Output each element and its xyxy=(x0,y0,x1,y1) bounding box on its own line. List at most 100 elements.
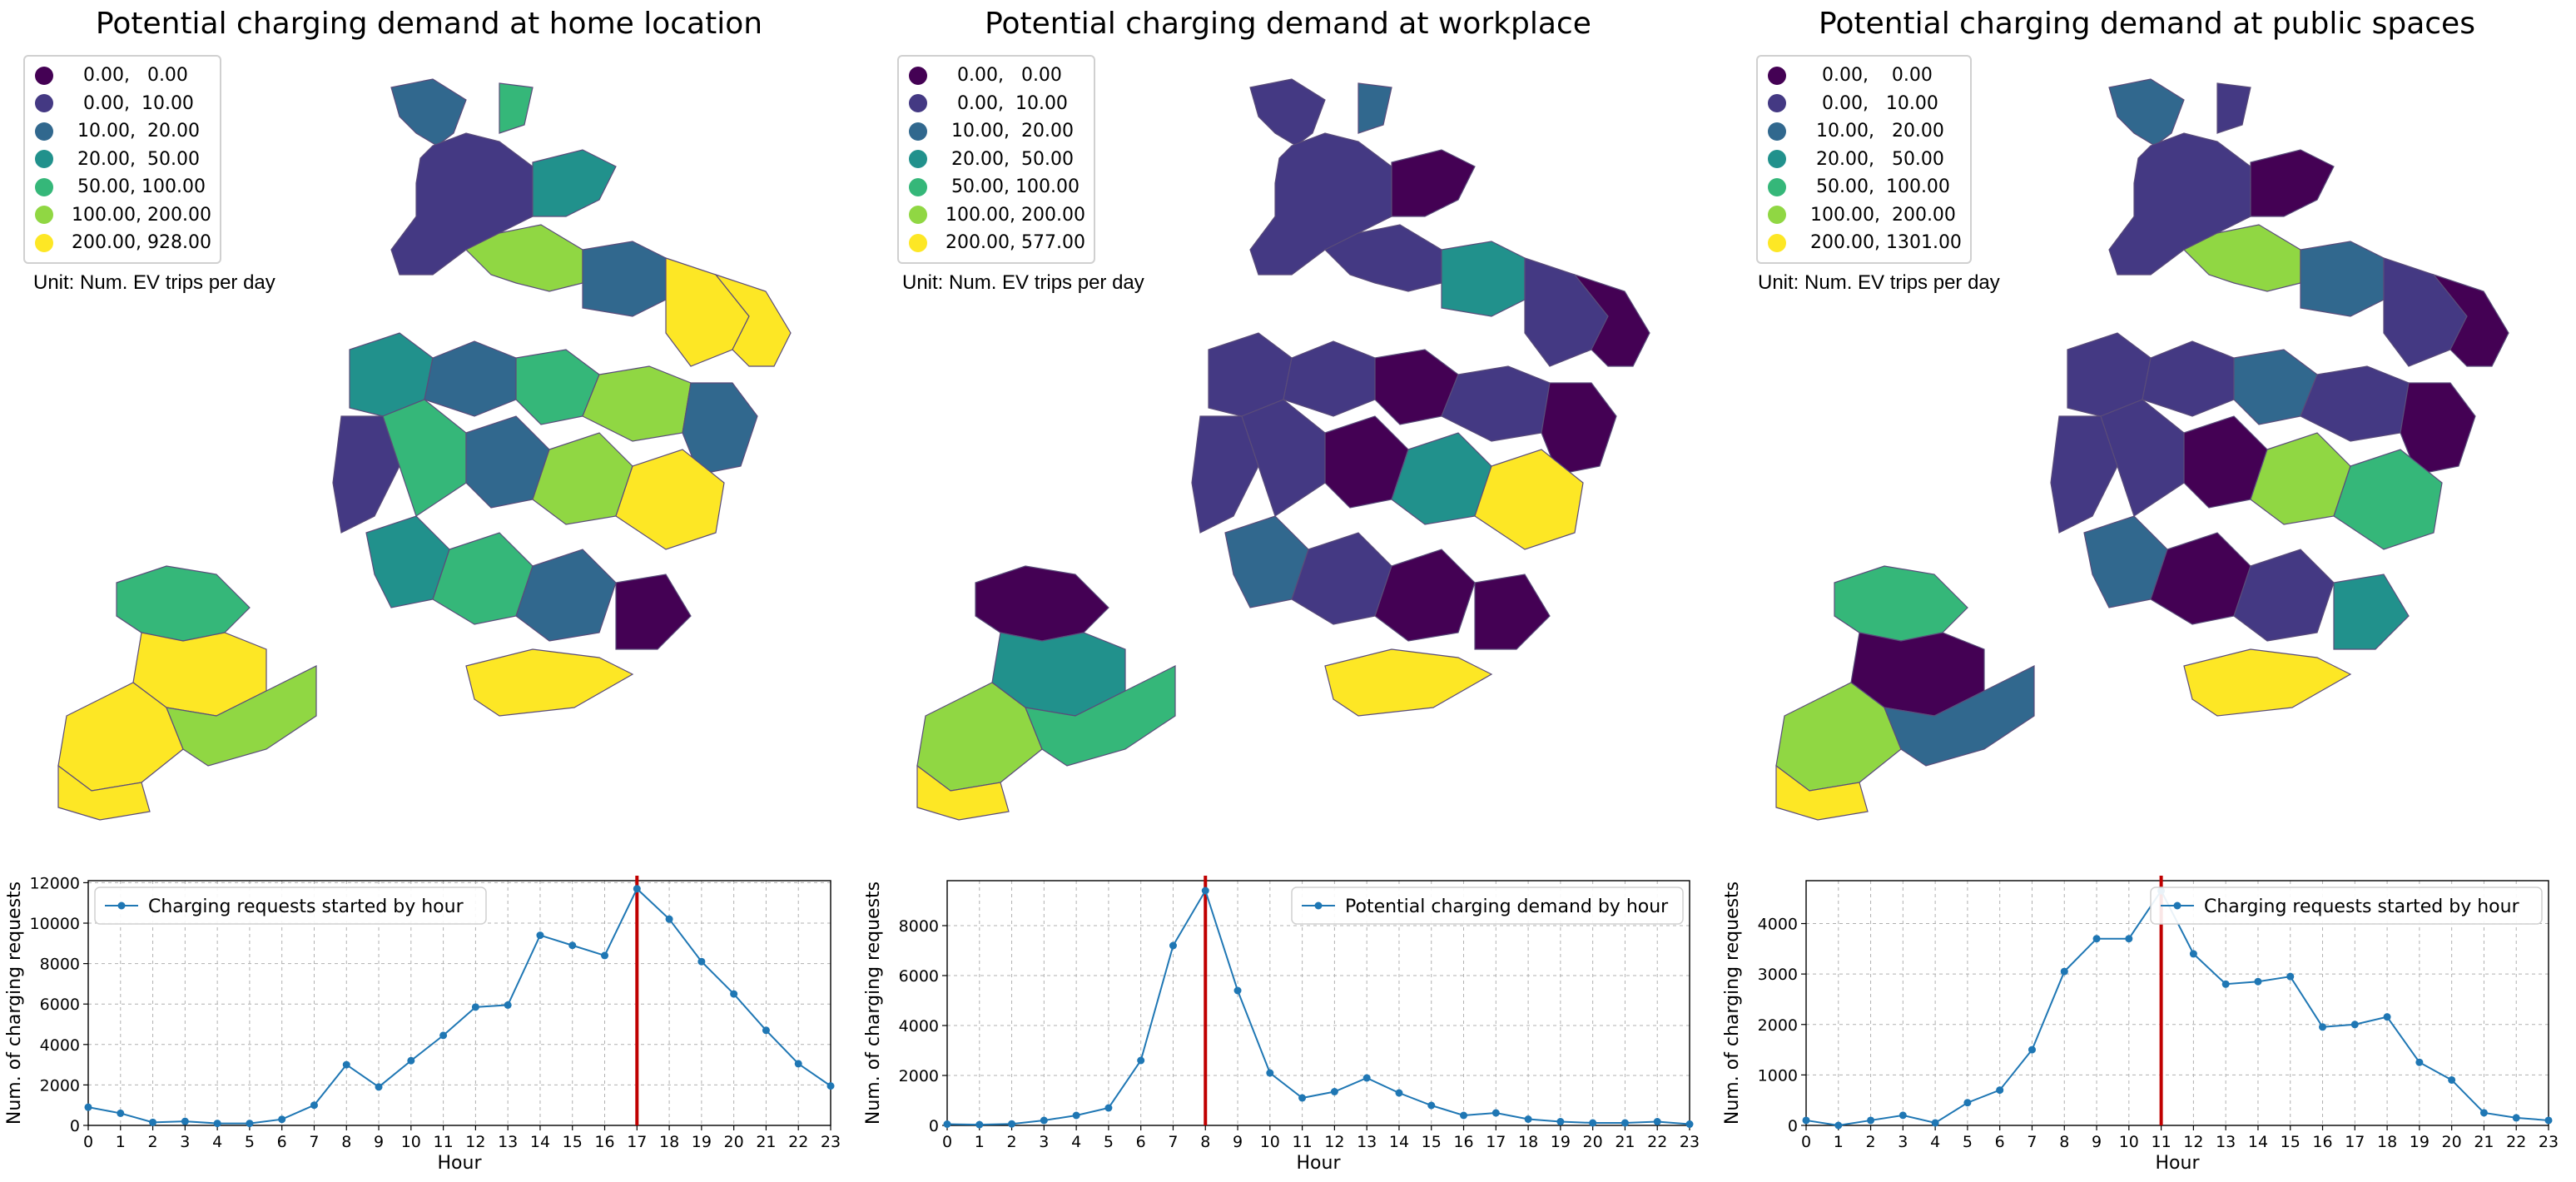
y-tick-label: 0 xyxy=(70,1117,80,1135)
legend-label: 100.00, 200.00 xyxy=(1804,204,1956,226)
data-point xyxy=(2319,1023,2327,1031)
map-region xyxy=(615,449,725,550)
data-point xyxy=(1867,1116,1875,1125)
data-point xyxy=(1233,986,1242,995)
legend-series-label: Potential charging demand by hour xyxy=(1345,896,1669,917)
map-region xyxy=(2300,365,2410,442)
map-region xyxy=(2432,273,2509,367)
data-point xyxy=(794,1060,802,1068)
legend-swatch xyxy=(909,233,927,252)
map-region xyxy=(582,365,692,442)
data-point xyxy=(1008,1120,1016,1128)
x-tick-label: 8 xyxy=(2059,1133,2069,1151)
x-tick-label: 5 xyxy=(245,1133,255,1151)
map-region xyxy=(116,565,251,642)
map-region xyxy=(615,574,692,650)
legend-label: 200.00, 928.00 xyxy=(72,232,211,254)
legend-item: 50.00, 100.00 xyxy=(35,173,211,201)
data-point xyxy=(2125,935,2133,943)
legend-label: 200.00, 577.00 xyxy=(946,232,1085,254)
legend-label: 100.00, 200.00 xyxy=(946,204,1085,226)
data-point xyxy=(1266,1069,1274,1077)
y-tick-label: 8000 xyxy=(40,956,80,974)
legend-swatch xyxy=(909,206,927,225)
y-tick-label: 10000 xyxy=(30,915,80,933)
data-point xyxy=(1802,1116,1810,1125)
map-region xyxy=(1249,78,1326,147)
legend-swatch xyxy=(909,177,927,196)
legend-swatch xyxy=(1768,122,1786,141)
legend-label: 0.00, 0.00 xyxy=(1804,65,1933,87)
data-point xyxy=(2415,1058,2424,1066)
data-point xyxy=(1898,1111,1907,1120)
chart-legend xyxy=(94,886,487,925)
x-tick-label: 23 xyxy=(2539,1133,2559,1151)
map-region xyxy=(1474,449,1584,550)
data-point xyxy=(697,957,706,966)
legend-item: 20.00, 50.00 xyxy=(909,146,1085,174)
x-tick-label: 20 xyxy=(1583,1133,1603,1151)
map-region xyxy=(1357,82,1392,134)
map-region xyxy=(682,382,758,475)
x-tick-label: 0 xyxy=(83,1133,93,1151)
y-tick-label: 4000 xyxy=(899,1017,939,1035)
legend-label: 0.00, 0.00 xyxy=(946,65,1062,87)
choropleth-map xyxy=(57,78,792,821)
map-region xyxy=(1541,382,1617,475)
x-tick-label: 16 xyxy=(594,1133,614,1151)
legend-item: 100.00, 200.00 xyxy=(909,201,1085,230)
map-region xyxy=(1249,132,1392,276)
y-tick-label: 6000 xyxy=(40,996,80,1014)
data-point xyxy=(149,1118,157,1126)
data-point xyxy=(1169,941,1177,950)
x-axis-label: Hour xyxy=(1297,1153,1342,1174)
y-tick-label: 2000 xyxy=(899,1067,939,1085)
x-axis-label: Hour xyxy=(438,1153,483,1174)
data-point xyxy=(1589,1119,1597,1127)
x-tick-label: 18 xyxy=(659,1133,679,1151)
x-tick-label: 12 xyxy=(1324,1133,1344,1151)
data-point xyxy=(601,951,609,960)
data-point xyxy=(2479,1109,2488,1117)
map-title: Potential charging demand at public spac… xyxy=(1819,7,2475,41)
legend-swatch xyxy=(1768,94,1786,113)
data-point xyxy=(117,1109,125,1117)
legend-swatch xyxy=(909,122,927,141)
x-tick-label: 16 xyxy=(2312,1133,2332,1151)
data-point xyxy=(84,1103,92,1111)
choropleth-map xyxy=(1775,78,2509,821)
map-region xyxy=(465,648,634,717)
legend-item: 100.00, 200.00 xyxy=(1768,201,1962,230)
data-point xyxy=(943,1120,951,1128)
y-axis-label: Num. of charging requests xyxy=(4,882,25,1125)
x-tick-label: 12 xyxy=(2183,1133,2203,1151)
data-point xyxy=(1524,1115,1532,1123)
y-tick-label: 1000 xyxy=(1758,1066,1798,1085)
legend-swatch xyxy=(909,94,927,113)
map-region xyxy=(2233,549,2335,642)
data-point xyxy=(2060,967,2068,976)
hourly-line-chart: 0 1 2 3 4 5 6 7 8 9 10 11 12 13 14 15 16 17 18 19 20 21 22 2301… xyxy=(1722,876,2559,1174)
panel-home: Potential charging demand at home locati… xyxy=(0,0,858,1182)
legend-marker xyxy=(1314,901,1323,910)
data-point xyxy=(471,1003,479,1011)
x-tick-label: 0 xyxy=(1801,1133,1811,1151)
x-tick-label: 23 xyxy=(821,1133,841,1151)
y-tick-label: 4000 xyxy=(1758,916,1798,934)
data-point xyxy=(2286,972,2295,981)
x-tick-label: 11 xyxy=(434,1133,454,1151)
legend-item: 10.00, 20.00 xyxy=(909,117,1085,146)
data-point xyxy=(1395,1089,1403,1097)
map-region xyxy=(515,549,617,642)
series-line xyxy=(1805,889,2549,1127)
map-region xyxy=(2333,449,2443,550)
map-region xyxy=(2108,78,2185,147)
x-tick-label: 17 xyxy=(2345,1133,2365,1151)
x-tick-label: 9 xyxy=(374,1133,384,1151)
map-region xyxy=(390,132,534,276)
map-region xyxy=(1025,665,1176,767)
legend-label: 0.00, 10.00 xyxy=(1804,92,1938,114)
map-region xyxy=(1474,574,1551,650)
x-tick-label: 15 xyxy=(563,1133,583,1151)
x-tick-label: 7 xyxy=(2027,1133,2037,1151)
